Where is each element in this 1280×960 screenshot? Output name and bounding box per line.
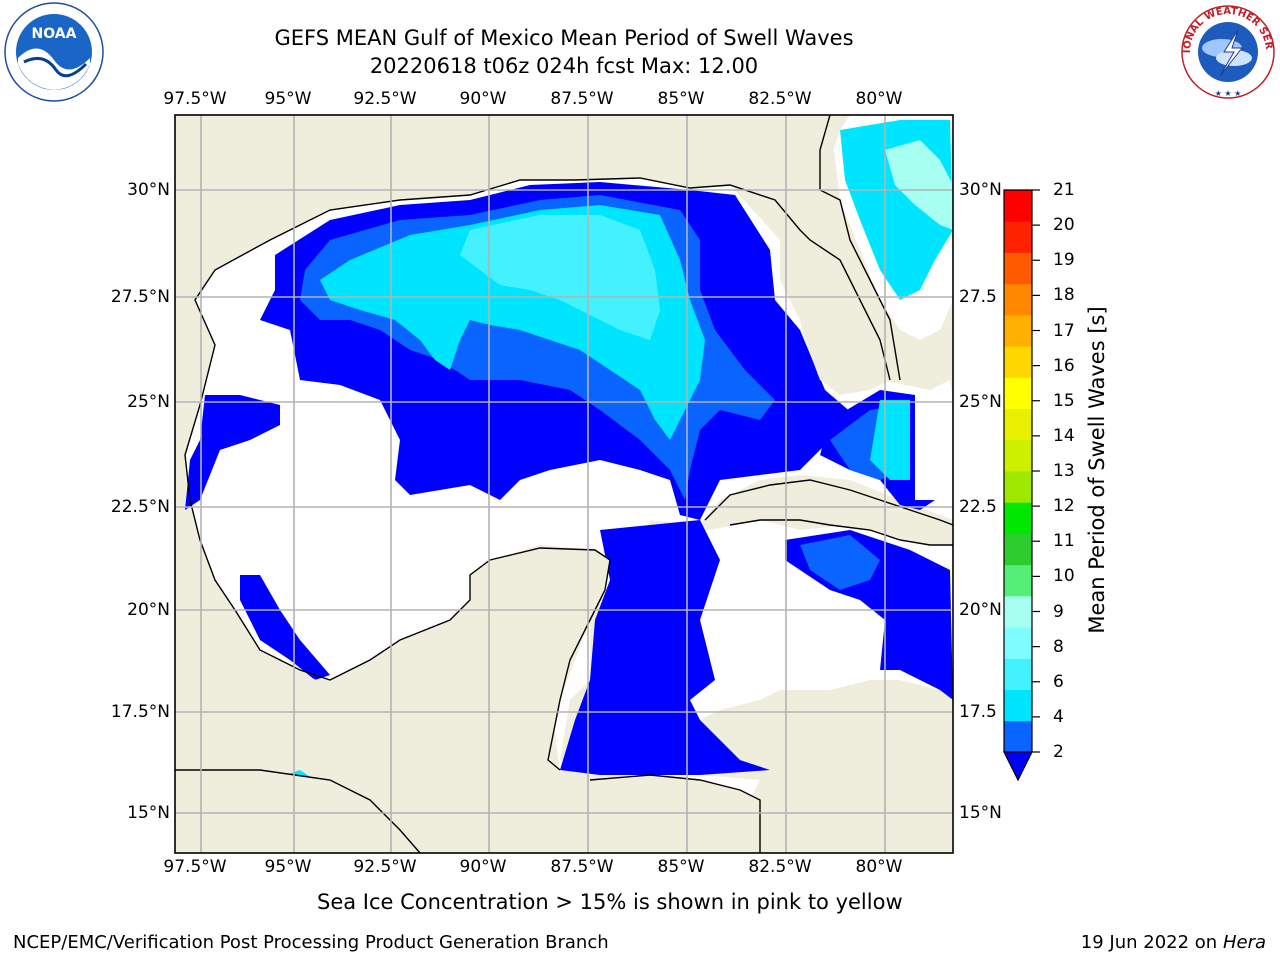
- colorbar-segment: [1004, 190, 1032, 222]
- left-lat-label: 25°N: [127, 392, 170, 412]
- florida-landmass: [730, 115, 890, 395]
- bottom-lon-label: 82.5°W: [748, 857, 812, 877]
- top-lon-label: 82.5°W: [748, 89, 812, 109]
- right-lat-label: 25°N: [959, 392, 1002, 412]
- colorbar-tick-label: 2: [1053, 742, 1064, 762]
- colorbar-tick-label: 11: [1053, 531, 1075, 552]
- colorbar-segment: [1004, 564, 1032, 597]
- colorbar-tick-label: 12: [1053, 496, 1075, 517]
- colorbar-segment: [1004, 533, 1032, 566]
- colorbar-segment: [1004, 408, 1032, 441]
- right-lat-label: 15°N: [959, 803, 1002, 823]
- graticule: [175, 115, 953, 853]
- colorbar-tick-label: 10: [1053, 566, 1075, 587]
- footer-date-text: 19 Jun 2022 on: [1080, 932, 1218, 953]
- yucatan-landmass: [195, 540, 610, 800]
- colorbar-tick-label: 15: [1053, 390, 1075, 411]
- plot-subtitle: 20220618 t06z 024h fcst Max: 12.00: [369, 54, 759, 78]
- top-lon-label: 95°W: [264, 89, 312, 109]
- coastline: [175, 115, 953, 853]
- map-frame: [174, 114, 954, 854]
- colorbar-tick-label: 14: [1053, 425, 1075, 446]
- colorbar-segment: [1004, 471, 1032, 503]
- colorbar-segment: [1004, 346, 1032, 378]
- left-lat-label: 17.5°N: [110, 702, 170, 722]
- top-lon-label: 87.5°W: [550, 89, 614, 109]
- noaa-logo-text: NOAA: [32, 26, 77, 42]
- nws-logo: NATIONAL WEATHER SERVICE ★ ★ ★: [1178, 4, 1275, 99]
- colorbar: [1003, 189, 1040, 782]
- bottom-lon-label: 92.5°W: [353, 857, 417, 877]
- colorbar-tick-label: 21: [1053, 180, 1075, 200]
- colorbar-tick-label: 13: [1053, 461, 1075, 481]
- bottom-lon-label: 97.5°W: [163, 857, 227, 877]
- colorbar-tick-label: 20: [1053, 215, 1075, 236]
- bottom-lon-label: 87.5°W: [550, 857, 614, 877]
- bottom-lon-label: 95°W: [264, 857, 312, 877]
- colorbar-segment: [1004, 595, 1032, 628]
- top-lon-label: 97.5°W: [163, 89, 227, 109]
- left-lat-label: 22.5°N: [110, 497, 170, 517]
- colorbar-tick-label: 17: [1053, 320, 1075, 341]
- bottom-lon-label: 80°W: [855, 857, 903, 877]
- colorbar-tick-label: 4: [1053, 706, 1064, 727]
- top-lon-label: 80°W: [855, 89, 903, 109]
- colorbar-tick-label: 16: [1053, 355, 1075, 376]
- colorbar-tick-label: 18: [1053, 285, 1075, 306]
- colorbar-segment: [1004, 439, 1032, 472]
- svg-text:★ ★ ★: ★ ★ ★: [1215, 89, 1242, 98]
- colorbar-segment: [1004, 627, 1032, 659]
- right-lat-label: 20°N: [959, 600, 1002, 620]
- bottom-lon-label: 90°W: [459, 857, 507, 877]
- right-lat-label: 17.5: [959, 702, 997, 722]
- colorbar-segment: [1004, 720, 1032, 753]
- colorbar-segment: [1004, 283, 1032, 316]
- colorbar-segment: [1004, 221, 1032, 253]
- colorbar-title: Mean Period of Swell Waves [s]: [1085, 306, 1109, 634]
- central-america-landmass: [175, 760, 760, 853]
- colorbar-segment: [1004, 252, 1032, 285]
- right-lat-label: 22.5: [959, 497, 997, 517]
- colorbar-tick-label: 6: [1053, 671, 1064, 692]
- colorbar-segment: [1004, 689, 1032, 722]
- map-panel: [175, 115, 953, 853]
- colorbar-segment: [1004, 502, 1032, 534]
- colorbar-tick-label: 9: [1053, 601, 1064, 622]
- colorbar-segment: [1004, 314, 1032, 347]
- noaa-logo: NOAA: [4, 2, 104, 102]
- cuba-landmass: [705, 480, 953, 545]
- left-lat-label: 20°N: [127, 600, 170, 620]
- colorbar-tick-label: 19: [1053, 250, 1075, 271]
- footer-date: 19 Jun 2022 on Hera: [1081, 932, 1266, 953]
- colorbar-segment: [1004, 377, 1032, 410]
- left-lat-label: 15°N: [127, 803, 170, 823]
- colorbar-segment: [1004, 658, 1032, 691]
- colorbar-extend-triangle: [1003, 751, 1033, 782]
- sea-ice-note: Sea Ice Concentration > 15% is shown in …: [317, 890, 903, 914]
- right-lat-label: 27.5: [959, 287, 997, 307]
- left-lat-label: 27.5°N: [110, 287, 170, 307]
- top-lon-label: 90°W: [459, 89, 507, 109]
- plot-title: GEFS MEAN Gulf of Mexico Mean Period of …: [274, 26, 854, 50]
- bottom-lon-label: 85°W: [657, 857, 705, 877]
- swell-period-field: [175, 120, 953, 853]
- top-lon-label: 92.5°W: [353, 89, 417, 109]
- footer-host: Hera: [1222, 932, 1266, 953]
- top-lon-label: 85°W: [657, 89, 705, 109]
- right-lat-label: 30°N: [959, 180, 1002, 200]
- left-lat-label: 30°N: [127, 180, 170, 200]
- footer-credit: NCEP/EMC/Verification Post Processing Pr…: [13, 932, 609, 953]
- colorbar-tick-label: 8: [1053, 636, 1064, 657]
